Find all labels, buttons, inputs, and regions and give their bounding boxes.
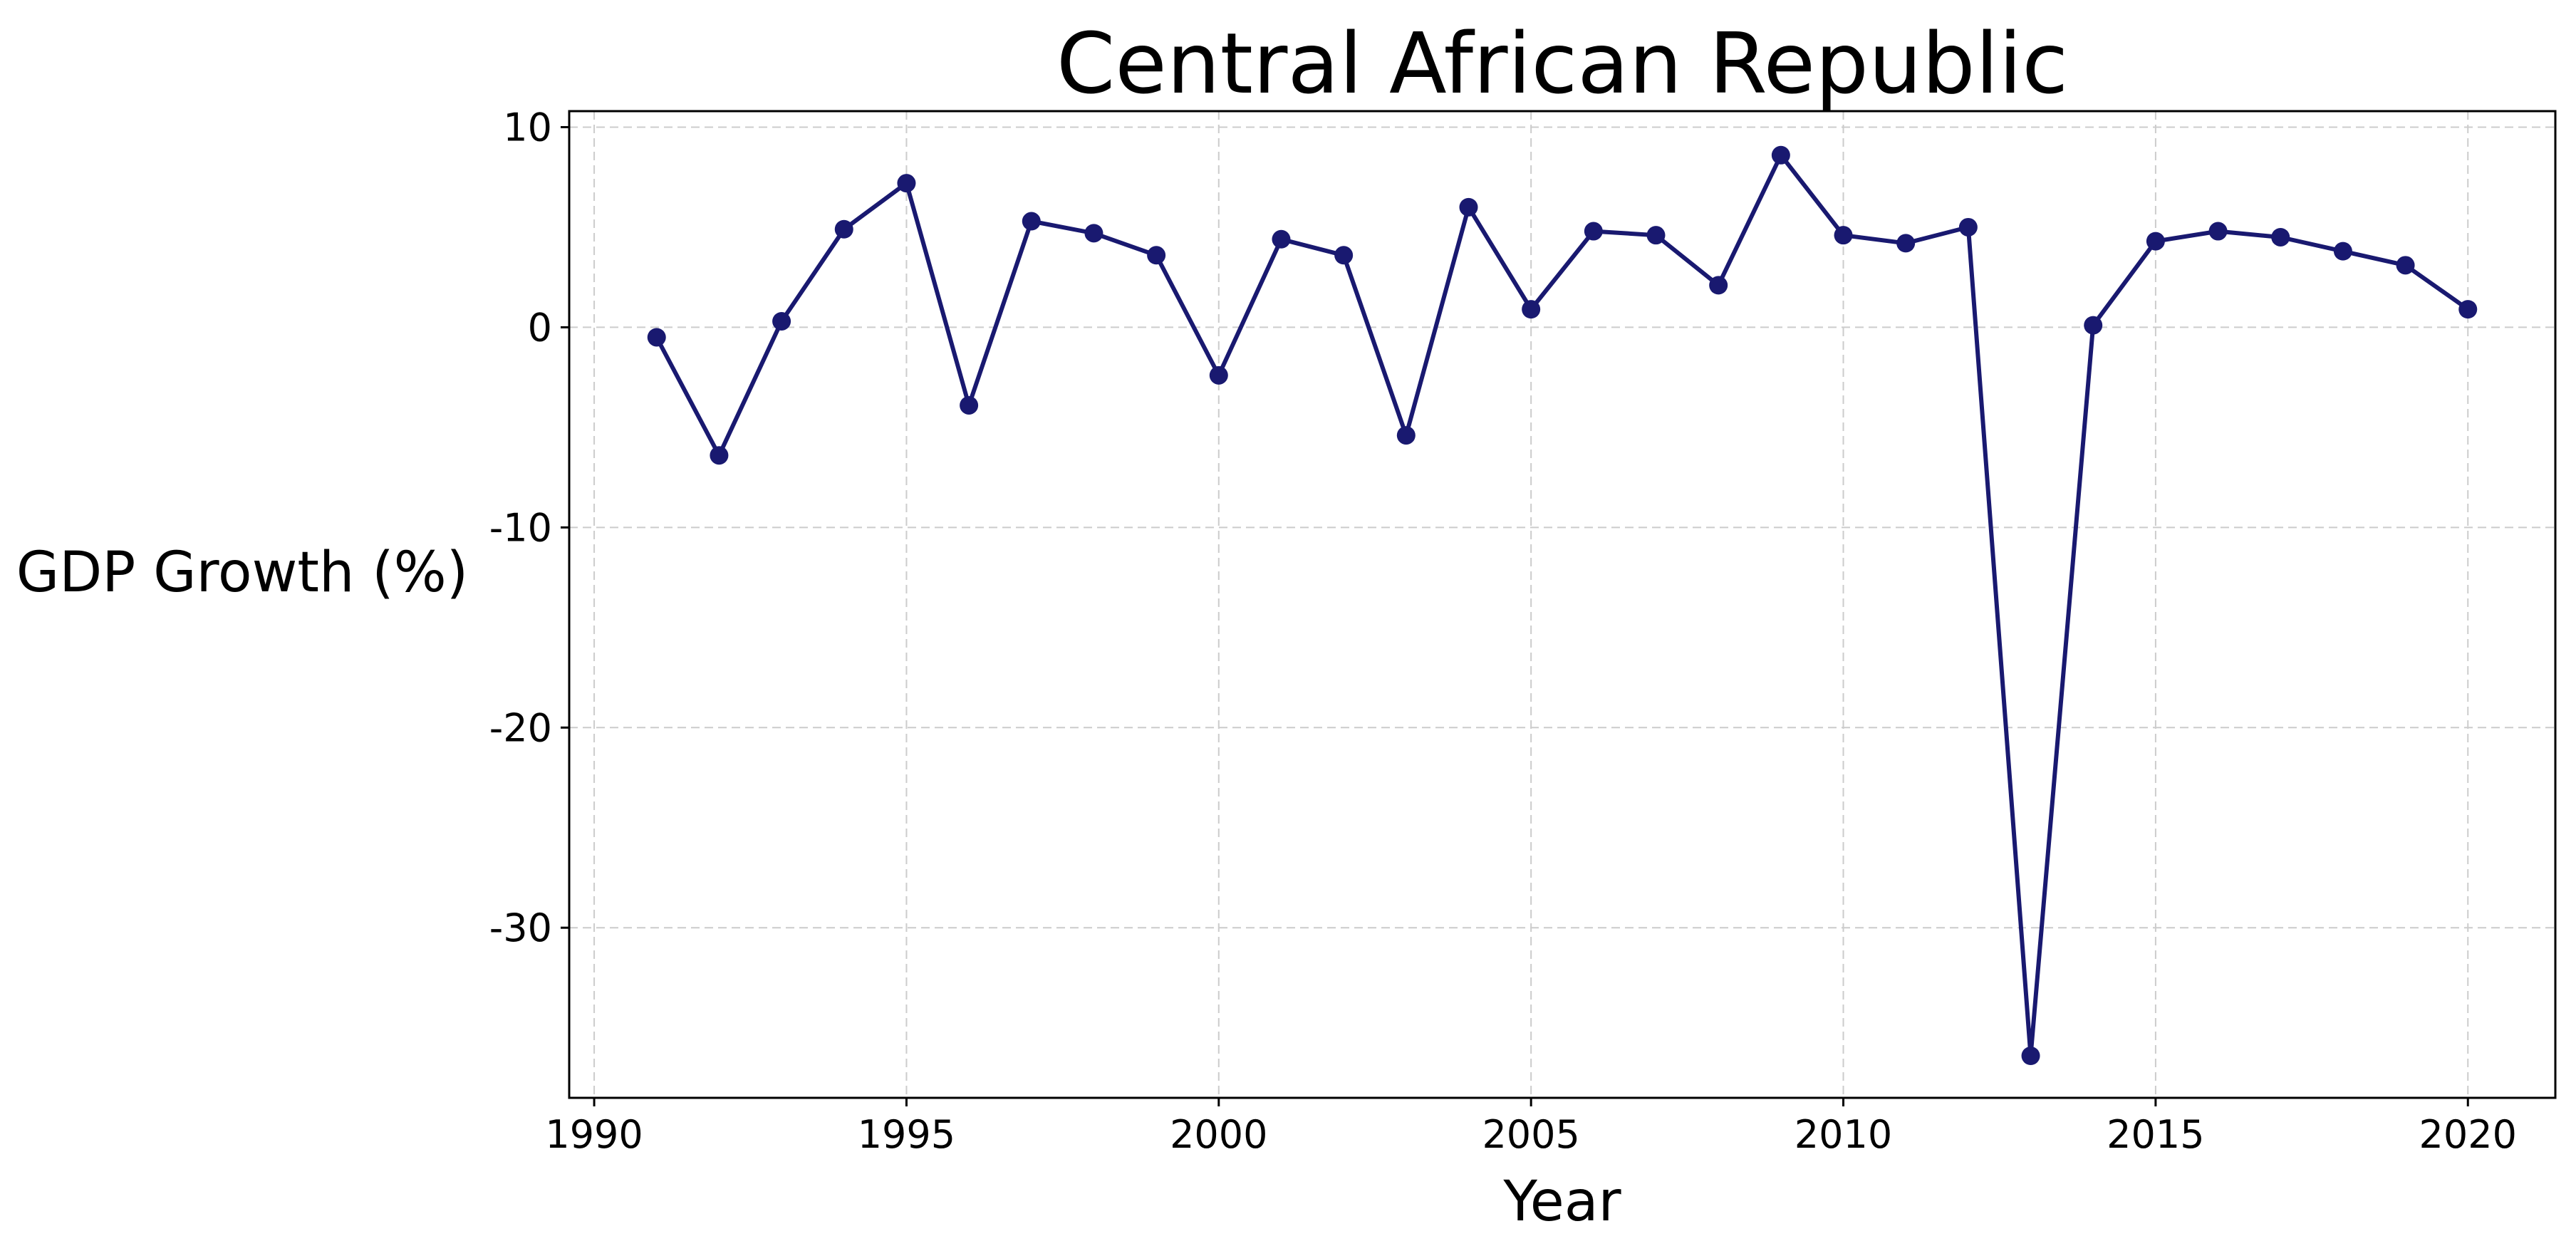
data-point: [2396, 256, 2415, 275]
series-line: [655, 152, 2470, 1058]
data-point: [1958, 217, 1978, 237]
data-series: [647, 145, 2478, 1066]
x-tick-label: 2015: [2107, 1112, 2204, 1157]
data-point: [2333, 242, 2352, 261]
data-point: [2271, 227, 2290, 246]
plot-frame: [568, 110, 2557, 1099]
data-point: [960, 395, 979, 415]
y-tick-label: 0: [528, 305, 552, 350]
data-point: [2146, 232, 2165, 251]
data-point: [2084, 316, 2103, 335]
data-point: [2208, 222, 2228, 241]
data-point: [1584, 222, 1603, 241]
y-tick-label: 10: [503, 105, 552, 150]
data-point: [772, 311, 791, 331]
x-tick-label: 2020: [2419, 1112, 2517, 1157]
data-point: [1522, 300, 1541, 319]
x-tick-label: 1990: [545, 1112, 643, 1157]
data-point: [1022, 212, 1041, 231]
data-point: [1646, 226, 1666, 245]
y-tick-label: -20: [489, 705, 552, 750]
data-point: [1459, 197, 1478, 217]
data-point: [1396, 426, 1416, 445]
x-tick-label: 2000: [1170, 1112, 1267, 1157]
x-tick-label: 2005: [1482, 1112, 1579, 1157]
data-point: [1272, 229, 1291, 249]
data-point: [2021, 1047, 2040, 1066]
y-tick-label: -10: [489, 505, 552, 550]
data-point: [647, 328, 666, 347]
x-tick-label: 2010: [1795, 1112, 1892, 1157]
data-point: [1834, 226, 1853, 245]
data-point: [2458, 300, 2478, 319]
data-point: [1334, 246, 1354, 265]
y-tick-label: -30: [489, 905, 552, 950]
data-point: [834, 219, 853, 239]
data-point: [1771, 145, 1790, 165]
chart-title: Central African Republic: [1056, 14, 2068, 113]
data-point: [1209, 365, 1228, 385]
data-point: [1147, 246, 1166, 265]
x-axis-title: Year: [1502, 1170, 1621, 1234]
x-tick-label: 1995: [858, 1112, 955, 1157]
data-point: [710, 446, 729, 465]
grid-lines: [569, 111, 2555, 1098]
y-axis-title: GDP Growth (%): [16, 541, 468, 605]
data-point: [1896, 234, 1916, 253]
data-point: [1084, 224, 1103, 243]
data-point: [1709, 276, 1728, 295]
data-point: [897, 174, 916, 193]
axis-ticks: 1990 1995 2000 2005 2010 2015 2020 10 0 -10 -20 -30: [489, 105, 2517, 1157]
